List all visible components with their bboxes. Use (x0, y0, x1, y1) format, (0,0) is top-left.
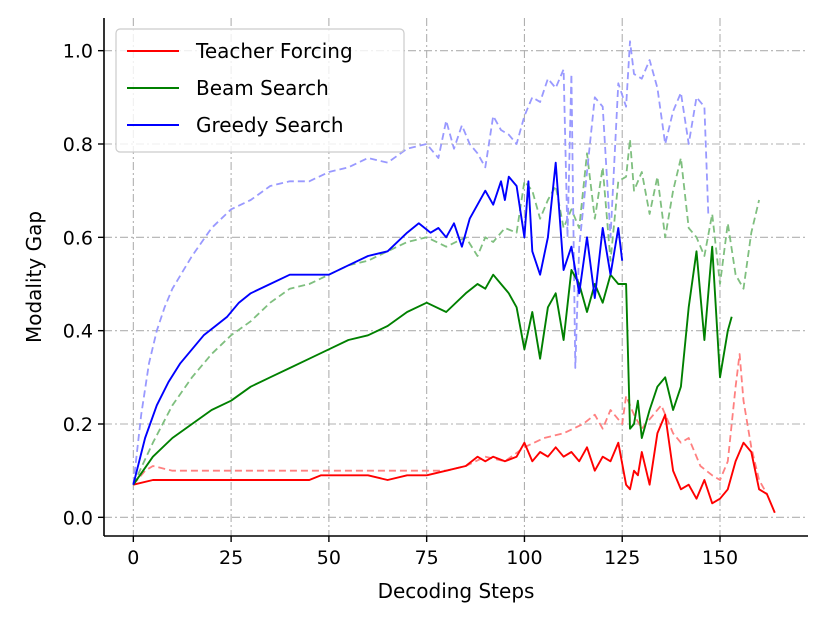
y-tick-label-5: 1.0 (63, 41, 93, 63)
series-line-5 (132, 40, 710, 485)
legend-label-1: Beam Search (196, 76, 329, 100)
series-line-0 (133, 413, 776, 514)
x-tick-label-6: 150 (702, 547, 738, 569)
y-tick-label-2: 0.4 (63, 321, 93, 343)
y-axis-title: Modality Gap (22, 211, 46, 343)
plot-area (132, 40, 776, 514)
x-tick-label-2: 50 (317, 547, 341, 569)
x-tick-label-0: 0 (127, 547, 139, 569)
x-tick-label-3: 75 (415, 547, 439, 569)
axes (103, 18, 808, 537)
y-tick-label-3: 0.6 (63, 227, 93, 249)
series-line-3 (132, 353, 768, 495)
series-line-2 (132, 161, 624, 485)
legend-box (115, 28, 405, 153)
legend-label-0: Teacher Forcing (195, 39, 353, 63)
x-tick-label-5: 125 (604, 547, 640, 569)
x-tick-label-4: 100 (506, 547, 542, 569)
y-tick-label-0: 0.0 (63, 507, 93, 529)
series-line-4 (132, 138, 760, 486)
legend: Teacher Forcing Beam Search Greedy Search (115, 28, 405, 153)
legend-label-2: Greedy Search (196, 113, 344, 137)
series-line-1 (132, 245, 733, 486)
x-axis-title: Decoding Steps (378, 579, 535, 603)
x-tick-label-1: 25 (219, 547, 243, 569)
y-tick-label-1: 0.2 (63, 414, 93, 436)
tick-marks-and-labels: 0 25 50 75 100 125 150 0.0 0.2 0.4 0.6 0.8 1.0 (63, 41, 738, 569)
y-tick-label-4: 0.8 (63, 134, 93, 156)
